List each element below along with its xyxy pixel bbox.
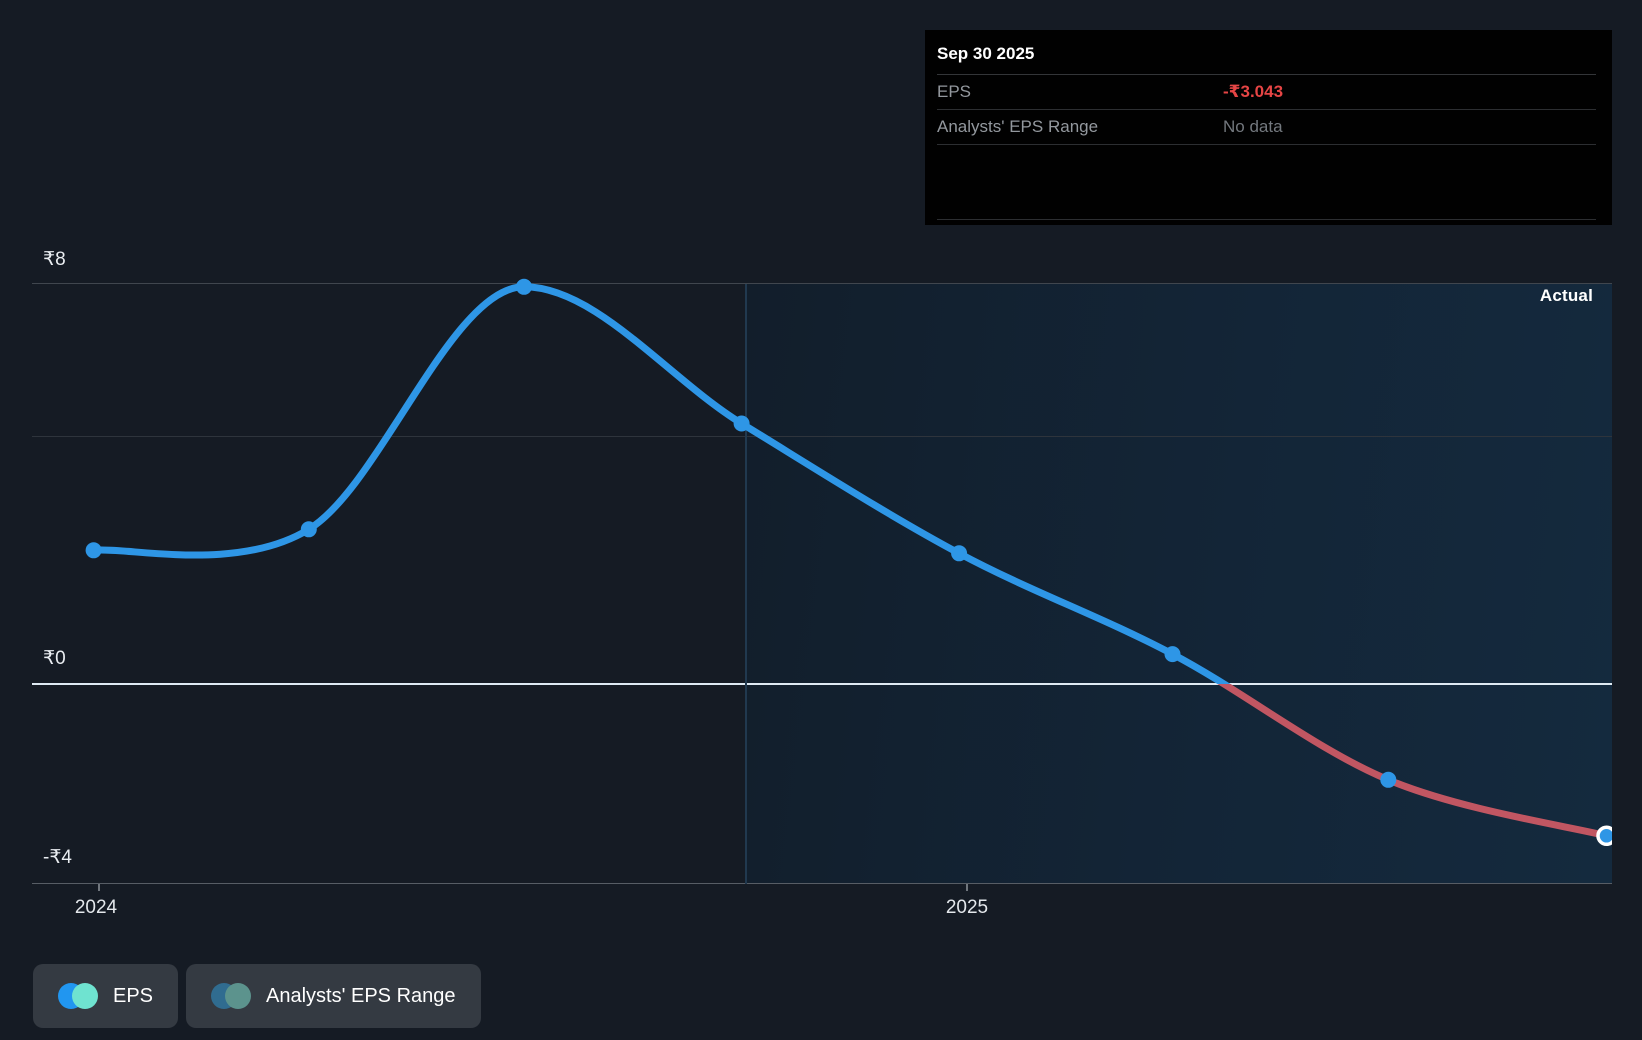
tooltip-range-label: Analysts' EPS Range xyxy=(937,117,1099,136)
eps-point[interactable] xyxy=(300,521,317,538)
tooltip-range-value: No data xyxy=(1223,117,1283,136)
legend-chip-analysts-eps-range[interactable]: Analysts' EPS Range xyxy=(186,964,481,1028)
legend-chip-eps[interactable]: EPS xyxy=(33,964,179,1028)
eps-line-negative-segment xyxy=(1217,684,1610,840)
tooltip-row-eps: EPS -₹3.043 xyxy=(937,75,1596,110)
actual-region xyxy=(746,284,1612,884)
chart-tooltip: Sep 30 2025 EPS -₹3.043 Analysts' EPS Ra… xyxy=(925,30,1612,225)
legend-analysts-range-label: Analysts' EPS Range xyxy=(266,984,456,1007)
eps-point-selected[interactable] xyxy=(1596,825,1615,847)
x-tick-2025 xyxy=(966,884,968,891)
actual-boundary-line xyxy=(745,284,747,884)
eps-point[interactable] xyxy=(1380,771,1397,788)
eps-point[interactable] xyxy=(1164,646,1181,663)
tooltip-eps-value: -₹3.043 xyxy=(1223,82,1284,101)
tooltip-date-title: Sep 30 2025 xyxy=(937,44,1596,75)
y-axis-label-8: ₹8 xyxy=(43,249,66,270)
tooltip-row-range: Analysts' EPS Range No data xyxy=(937,110,1596,145)
tooltip-eps-label: EPS xyxy=(937,82,972,101)
eps-point[interactable] xyxy=(85,542,102,559)
eps-line-positive-segment xyxy=(90,283,1231,684)
gridline-8 xyxy=(32,283,1612,284)
eps-point[interactable] xyxy=(951,545,968,562)
x-axis-label-2025: 2025 xyxy=(945,897,989,918)
eps-data-points[interactable] xyxy=(85,278,1615,847)
analysts-range-series-icon xyxy=(211,983,252,1009)
zero-line xyxy=(32,683,1612,685)
x-tick-2024 xyxy=(98,884,100,891)
x-axis-label-2024: 2024 xyxy=(74,897,118,918)
y-axis-label-neg4: -₹4 xyxy=(43,847,72,868)
x-axis-line xyxy=(32,883,1612,884)
eps-series-icon xyxy=(58,983,98,1009)
tooltip-bottom-divider xyxy=(937,219,1596,220)
chart-legend: EPS Analysts' EPS Range xyxy=(33,964,481,1028)
y-axis-label-0: ₹0 xyxy=(43,648,66,669)
actual-region-label: Actual xyxy=(1539,286,1593,305)
eps-point[interactable] xyxy=(733,415,750,432)
legend-eps-label: EPS xyxy=(113,984,154,1007)
eps-point[interactable] xyxy=(516,278,532,295)
gridline-mid xyxy=(32,436,1612,437)
